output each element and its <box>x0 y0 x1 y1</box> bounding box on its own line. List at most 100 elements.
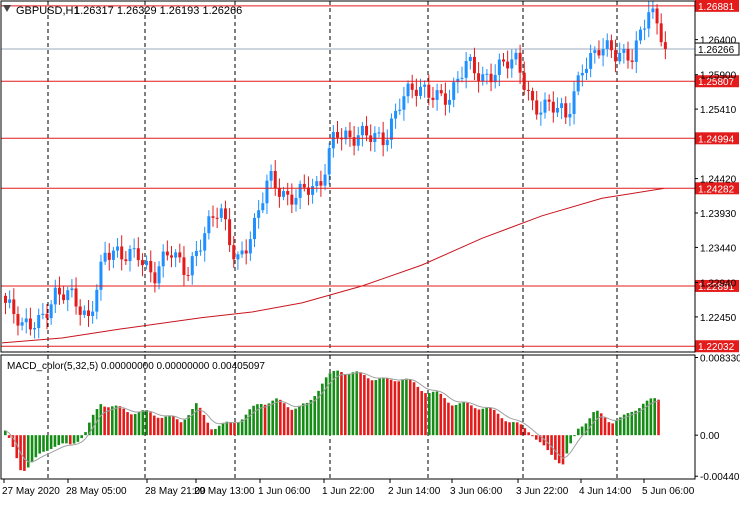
macd-histogram-bar <box>15 435 19 459</box>
candle-body <box>16 314 20 326</box>
candle <box>394 103 398 129</box>
candle <box>539 101 543 126</box>
candle-body <box>477 73 481 82</box>
macd-histogram-bar <box>531 435 534 437</box>
candle <box>589 44 593 78</box>
candle <box>456 71 460 94</box>
macd-histogram-bar <box>435 391 439 436</box>
candle-body <box>12 299 16 315</box>
macd-histogram-bar <box>473 408 477 436</box>
candle <box>605 33 609 57</box>
macd-histogram-bar <box>393 381 397 436</box>
candle-body <box>277 188 281 197</box>
macd-histogram-bar <box>76 435 80 442</box>
candle-body <box>481 74 485 82</box>
candle <box>356 126 360 151</box>
candle <box>170 246 173 268</box>
candle-body <box>174 252 178 258</box>
candle <box>253 213 256 248</box>
candle <box>236 251 240 270</box>
macd-signal-line <box>5 372 659 463</box>
price-axis-label: 1.22940 <box>700 279 737 290</box>
candle-body <box>365 125 369 136</box>
candle-body <box>638 29 642 41</box>
macd-histogram-bar <box>378 378 381 436</box>
macd-histogram-bar <box>191 409 194 436</box>
candle-body <box>124 259 128 262</box>
candle-body <box>614 50 618 62</box>
candle-body <box>20 322 24 326</box>
moving-average-layer <box>1 187 665 344</box>
macd-histogram-bar <box>305 402 309 436</box>
macd-histogram-bar <box>489 407 492 436</box>
candle-body <box>356 135 360 146</box>
macd-histogram-bar <box>172 416 175 436</box>
candle-body <box>348 130 352 138</box>
time-axis-label: 5 Jun 06:00 <box>642 486 695 497</box>
macd-histogram-bar <box>214 428 217 436</box>
candle <box>298 180 302 210</box>
candle <box>601 38 605 67</box>
chart-ohlc-readout: 1.26317 1.26329 1.26193 1.26266 <box>74 5 242 17</box>
time-axis-label: 1 Jun 06:00 <box>258 486 311 497</box>
candle-body <box>439 90 443 94</box>
time-axis-label: 28 May 05:00 <box>66 486 127 497</box>
candle-body <box>489 73 493 83</box>
macd-histogram-bar <box>110 406 114 436</box>
candle-body <box>111 250 115 260</box>
candle-body <box>4 295 7 303</box>
candle-body <box>394 110 398 119</box>
candle <box>306 176 310 206</box>
candle-body <box>535 100 539 115</box>
collapse-arrow-icon[interactable] <box>3 5 11 12</box>
macd-histogram-bar <box>504 421 508 436</box>
candle-body <box>194 250 198 257</box>
candle <box>560 97 564 120</box>
chart-symbol: GBPUSD,H1 <box>16 5 80 17</box>
candle-body <box>589 52 593 69</box>
macd-histogram-bar <box>61 435 64 444</box>
macd-histogram-bar <box>512 422 515 436</box>
candle-body <box>655 8 659 24</box>
level-price-label: 1.22032 <box>698 342 735 353</box>
macd-histogram-bar <box>405 378 408 436</box>
candle <box>182 246 186 287</box>
macd-histogram-bar <box>382 377 385 436</box>
level-price-tag <box>695 132 739 145</box>
macd-histogram-bar <box>210 429 213 436</box>
candle <box>178 243 182 263</box>
macd-histogram-bar <box>584 423 588 436</box>
macd-histogram-bar <box>328 373 332 436</box>
macd-histogram-bar <box>126 412 129 436</box>
candle-body <box>215 217 219 219</box>
candle-body <box>452 82 456 100</box>
candle-body <box>228 219 232 246</box>
price-axis-label: 1.22450 <box>700 313 737 324</box>
candle <box>663 31 667 60</box>
candle <box>477 62 481 93</box>
candle <box>78 299 82 326</box>
candle <box>360 122 364 147</box>
candle <box>157 261 161 290</box>
candle <box>406 80 410 104</box>
macd-histogram-bar <box>485 407 488 436</box>
candle-body <box>352 137 356 146</box>
macd-histogram-bar <box>569 435 572 444</box>
macd-histogram-bar <box>599 413 603 436</box>
macd-histogram-bar <box>248 409 252 436</box>
candle <box>448 89 452 113</box>
candle-body <box>186 274 190 276</box>
macd-histogram-bar <box>221 422 225 436</box>
macd-histogram-bar <box>38 435 41 454</box>
macd-histogram-bar <box>554 435 557 460</box>
candle-body <box>33 328 37 330</box>
candle-body <box>62 294 66 301</box>
candle <box>597 40 601 59</box>
macd-histogram-bar <box>68 435 72 445</box>
macd-histogram-bar <box>565 435 569 454</box>
macd-histogram-bar <box>450 405 454 436</box>
macd-histogram-bar <box>462 402 465 436</box>
candle <box>286 182 290 206</box>
